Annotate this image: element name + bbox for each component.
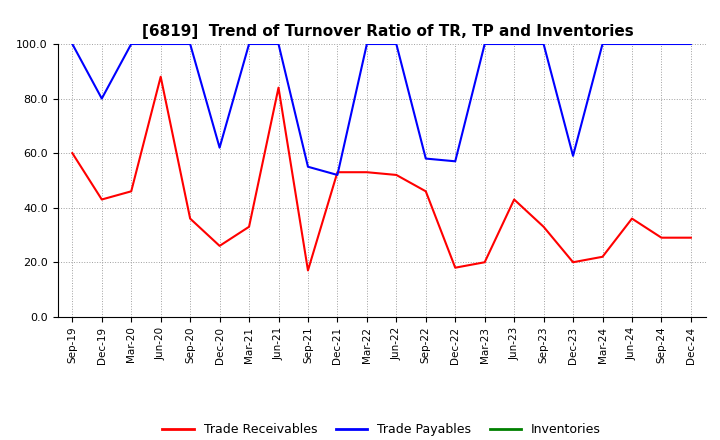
- Text: [6819]  Trend of Turnover Ratio of TR, TP and Inventories: [6819] Trend of Turnover Ratio of TR, TP…: [142, 24, 634, 39]
- Legend: Trade Receivables, Trade Payables, Inventories: Trade Receivables, Trade Payables, Inven…: [157, 418, 606, 440]
